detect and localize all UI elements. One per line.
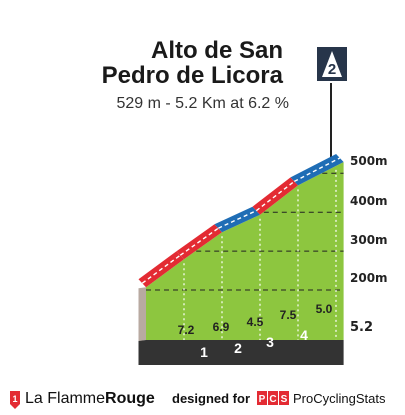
- total-distance-label: 5.2: [350, 320, 373, 335]
- flamme-rouge-logo-digit: 1: [12, 394, 17, 404]
- profile-side-face: [138, 287, 146, 341]
- profile-base: [138, 340, 344, 365]
- profile-top-ribbon-5: [290, 154, 344, 186]
- ribbon-dash-4: [255, 180, 295, 212]
- ribbon-dash-1: [141, 254, 181, 284]
- pcs-logo-letter-s: S: [281, 394, 288, 405]
- km-marker-1: 1: [200, 344, 208, 360]
- km-marker-3: 3: [266, 334, 274, 350]
- y-tick-label-500: 500m: [350, 154, 388, 168]
- gradient-label-3: 4.5: [247, 315, 264, 329]
- y-tick-label-200: 200m: [350, 271, 388, 285]
- pcs-logo-box-s: [279, 391, 289, 405]
- pcs-logo-box-c: [268, 391, 278, 405]
- y-tick-label-400: 400m: [350, 194, 388, 208]
- ribbon-dash-2: [179, 227, 219, 256]
- pcs-logo-letter-c: C: [269, 394, 276, 405]
- gradient-label-4: 7.5: [280, 308, 297, 322]
- chart-subtitle: 529 m - 5.2 Km at 6.2 %: [116, 95, 289, 112]
- pcs-logo-box-p: [257, 391, 267, 405]
- profile-area: [138, 154, 344, 365]
- brand-la-flamme-rouge: La FlammeRouge: [25, 390, 155, 407]
- gradient-label-1: 7.2: [178, 323, 195, 337]
- pcs-logo-letter-p: P: [259, 394, 266, 405]
- km-marker-4: 4: [300, 327, 308, 343]
- designed-for-text: designed for: [172, 391, 250, 406]
- profile-top-ribbon-3: [214, 206, 260, 233]
- category-badge-label: 2: [328, 61, 336, 78]
- ribbon-dash-5: [293, 157, 341, 183]
- chart-title-line-1: Alto de San: [151, 37, 283, 64]
- y-tick-label-300: 300m: [350, 233, 388, 247]
- procyclingstats-text: ProCyclingStats: [293, 391, 386, 406]
- km-marker-2: 2: [234, 340, 242, 356]
- gradient-label-5: 5.0: [316, 302, 333, 316]
- chart-title-line-2: Pedro de Licora: [102, 62, 284, 89]
- gradient-label-2: 6.9: [213, 320, 230, 334]
- mountain-icon: [322, 51, 342, 77]
- flamme-rouge-logo-icon: [10, 391, 20, 409]
